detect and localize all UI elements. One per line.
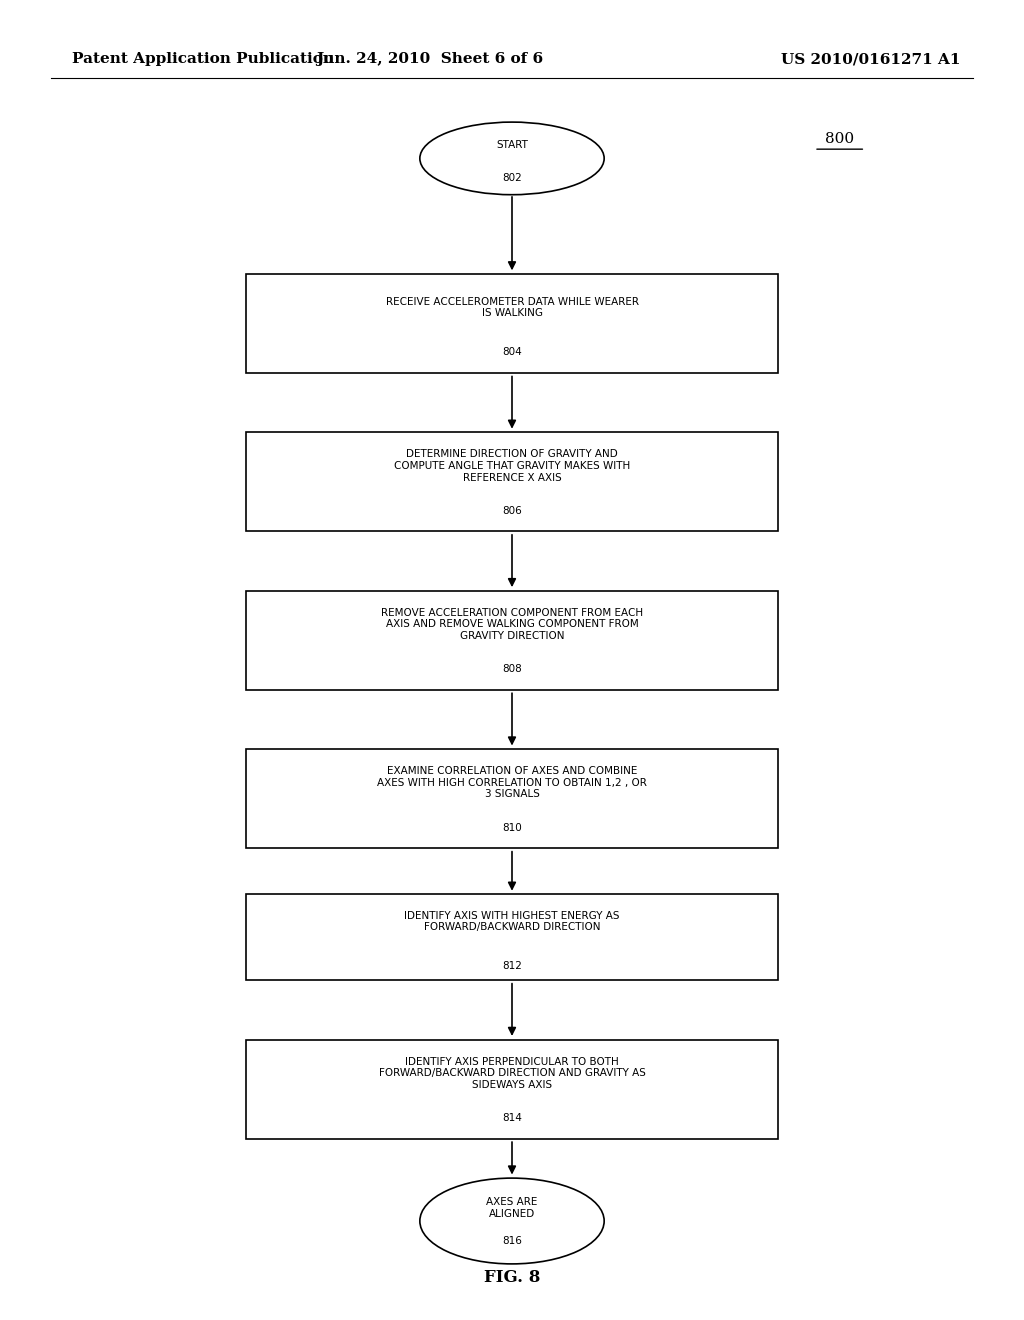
Text: 814: 814 — [502, 1113, 522, 1123]
Text: FIG. 8: FIG. 8 — [483, 1270, 541, 1286]
Ellipse shape — [420, 123, 604, 195]
Text: AXES ARE
ALIGNED: AXES ARE ALIGNED — [486, 1197, 538, 1218]
Text: 812: 812 — [502, 961, 522, 972]
FancyBboxPatch shape — [246, 895, 778, 979]
Text: 810: 810 — [502, 822, 522, 833]
Text: EXAMINE CORRELATION OF AXES AND COMBINE
AXES WITH HIGH CORRELATION TO OBTAIN 1,2: EXAMINE CORRELATION OF AXES AND COMBINE … — [377, 766, 647, 800]
FancyBboxPatch shape — [246, 1040, 778, 1138]
Text: REMOVE ACCELERATION COMPONENT FROM EACH
AXIS AND REMOVE WALKING COMPONENT FROM
G: REMOVE ACCELERATION COMPONENT FROM EACH … — [381, 607, 643, 642]
Text: 800: 800 — [825, 132, 854, 145]
Text: RECEIVE ACCELEROMETER DATA WHILE WEARER
IS WALKING: RECEIVE ACCELEROMETER DATA WHILE WEARER … — [385, 297, 639, 318]
Text: START: START — [496, 140, 528, 150]
Text: 802: 802 — [502, 173, 522, 183]
Text: US 2010/0161271 A1: US 2010/0161271 A1 — [780, 53, 961, 66]
Ellipse shape — [420, 1177, 604, 1265]
Text: Jun. 24, 2010  Sheet 6 of 6: Jun. 24, 2010 Sheet 6 of 6 — [316, 53, 544, 66]
FancyBboxPatch shape — [246, 433, 778, 531]
Text: 806: 806 — [502, 506, 522, 516]
Text: 808: 808 — [502, 664, 522, 675]
FancyBboxPatch shape — [246, 748, 778, 847]
Text: 816: 816 — [502, 1236, 522, 1246]
Text: Patent Application Publication: Patent Application Publication — [72, 53, 334, 66]
FancyBboxPatch shape — [246, 275, 778, 372]
Text: 804: 804 — [502, 347, 522, 358]
Text: IDENTIFY AXIS PERPENDICULAR TO BOTH
FORWARD/BACKWARD DIRECTION AND GRAVITY AS
SI: IDENTIFY AXIS PERPENDICULAR TO BOTH FORW… — [379, 1056, 645, 1090]
Text: DETERMINE DIRECTION OF GRAVITY AND
COMPUTE ANGLE THAT GRAVITY MAKES WITH
REFEREN: DETERMINE DIRECTION OF GRAVITY AND COMPU… — [394, 449, 630, 483]
FancyBboxPatch shape — [246, 591, 778, 689]
Text: IDENTIFY AXIS WITH HIGHEST ENERGY AS
FORWARD/BACKWARD DIRECTION: IDENTIFY AXIS WITH HIGHEST ENERGY AS FOR… — [404, 911, 620, 932]
